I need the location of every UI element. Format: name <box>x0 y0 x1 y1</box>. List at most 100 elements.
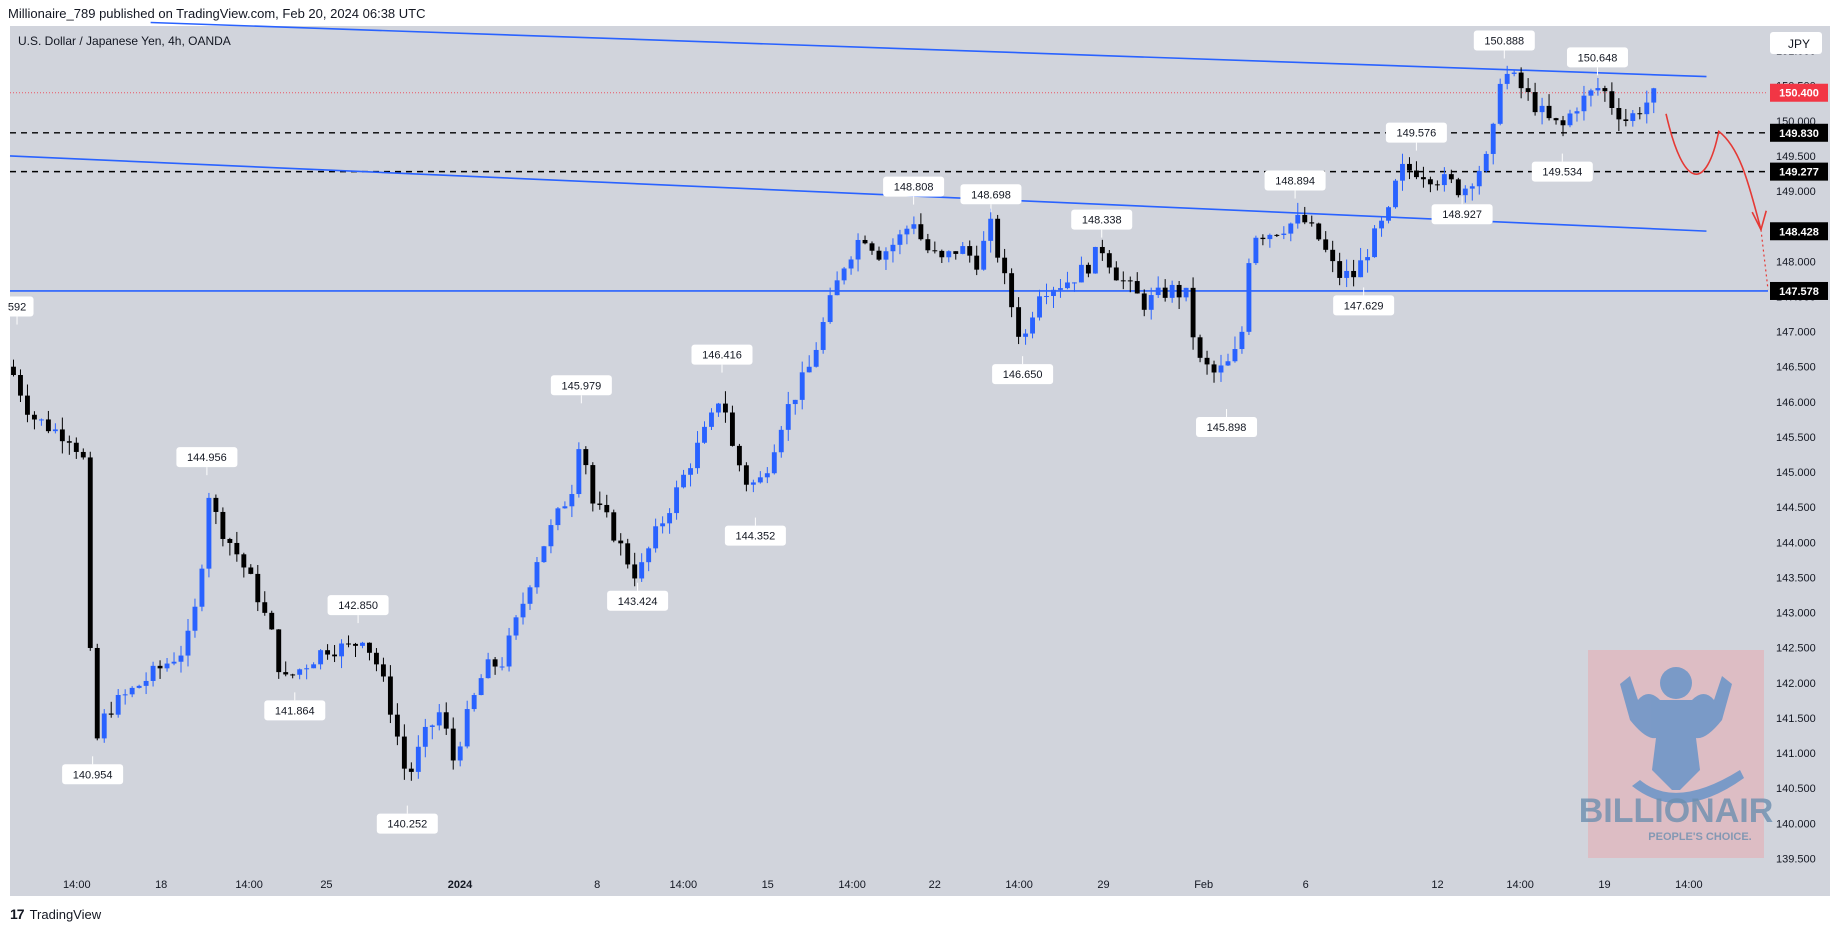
candle-body <box>1546 105 1552 119</box>
candle-body <box>1518 72 1524 89</box>
candle-body <box>667 513 673 524</box>
candle-body <box>1162 287 1168 298</box>
swing-label-box <box>960 184 1022 205</box>
candle-body <box>890 244 896 252</box>
candle-body <box>367 642 372 653</box>
candle-body <box>157 665 163 669</box>
candle-body <box>1204 357 1210 365</box>
candle-body <box>269 612 275 630</box>
swing-label-box <box>1431 204 1493 225</box>
candle-body <box>1365 257 1371 261</box>
candle-body <box>1260 237 1266 240</box>
price-tick-label: 139.500 <box>1776 853 1816 865</box>
candle-body <box>304 668 310 670</box>
candle-body <box>820 322 826 350</box>
candle-body <box>590 465 596 504</box>
candle-body <box>1351 270 1357 278</box>
candle-body <box>716 403 721 413</box>
candle-body <box>1092 246 1098 274</box>
candle-body <box>457 746 463 761</box>
swing-label-box <box>1196 416 1258 437</box>
candle-body <box>1309 222 1315 224</box>
footer-brand: TradingView <box>29 906 102 922</box>
candle-body <box>967 246 973 256</box>
candle-body <box>429 725 435 727</box>
candle-body <box>1127 280 1133 282</box>
candle-body <box>604 504 610 513</box>
time-tick-label: 14:00 <box>1005 879 1033 891</box>
swing-label-box <box>176 447 238 468</box>
candle-body <box>988 218 994 241</box>
candle-body <box>1441 174 1447 186</box>
candlestick-series <box>11 65 1657 781</box>
candle-body <box>1071 282 1077 284</box>
candle-body <box>1183 287 1189 298</box>
candle-body <box>290 674 296 676</box>
projection-arrow <box>1665 113 1769 290</box>
candle-body <box>883 251 889 260</box>
candle-body <box>1511 72 1517 74</box>
candle-body <box>1407 163 1412 171</box>
candle-body <box>1141 293 1147 310</box>
candle-body <box>1637 113 1643 115</box>
candle-body <box>1413 170 1419 178</box>
candle-body <box>1476 171 1482 187</box>
swing-label-text: 147.629 <box>1344 300 1384 312</box>
currency-badge[interactable]: JPY <box>1770 32 1822 54</box>
candle-body <box>136 685 142 688</box>
candle-body <box>1553 118 1559 121</box>
candle-body <box>562 506 568 509</box>
candle-body <box>1044 295 1049 297</box>
price-tick-label: 142.000 <box>1776 678 1816 690</box>
candle-body <box>506 635 512 667</box>
tradingview-logo-icon: 17 <box>10 906 25 922</box>
candle-body <box>1016 307 1022 337</box>
candle-body <box>618 540 624 544</box>
candle-body <box>555 508 561 526</box>
swing-label-text: 148.808 <box>894 182 934 194</box>
candle-body <box>380 664 386 677</box>
candle-body <box>87 457 93 648</box>
candle-body <box>1246 263 1252 332</box>
candle-body <box>422 726 428 747</box>
candle-body <box>1434 184 1440 186</box>
candle-body <box>122 694 128 696</box>
swing-label-text: 140.252 <box>387 819 427 831</box>
candle-body <box>569 494 575 507</box>
level-price-badge <box>1770 222 1828 241</box>
candle-body <box>946 251 952 258</box>
publisher-name[interactable]: Millionaire_789 <box>8 6 96 21</box>
time-tick-label: 12 <box>1431 879 1443 891</box>
candle-body <box>541 546 547 563</box>
candle-body <box>1504 73 1510 84</box>
candle-body <box>143 680 149 686</box>
candle-body <box>1253 237 1259 264</box>
price-tick-label: 145.000 <box>1776 467 1816 479</box>
candle-body <box>1379 220 1384 229</box>
candle-body <box>1099 246 1105 254</box>
candle-body <box>1002 257 1008 274</box>
swing-label-text: 148.927 <box>1442 209 1482 221</box>
time-axis[interactable]: 14:00 18 14:00 25 2024 8 14:00 15 14:00 22 14:00 29… <box>63 879 1703 891</box>
swing-label-text: 146.650 <box>1003 369 1043 381</box>
time-tick-label: 14:00 <box>670 879 698 891</box>
tradingview-footer[interactable]: 17 TradingView <box>10 904 101 924</box>
swing-label-text: 140.954 <box>73 769 113 781</box>
candle-body <box>373 652 379 665</box>
candle-body <box>1037 296 1042 318</box>
candle-body <box>1420 177 1426 180</box>
candle-body <box>597 503 603 505</box>
swing-label-box <box>691 344 753 365</box>
candle-body <box>387 676 393 715</box>
swing-label-box <box>1264 170 1326 191</box>
candle-body <box>771 452 777 474</box>
candle-body <box>1588 90 1594 96</box>
candle-body <box>311 664 317 669</box>
candle-body <box>297 669 303 675</box>
price-axis[interactable]: 139.500 140.000 140.500 141.000 141.500 142.0… <box>1770 46 1828 866</box>
candle-body <box>981 240 987 270</box>
candle-body <box>66 441 72 443</box>
candle-body <box>1651 88 1657 103</box>
candle-body <box>1616 108 1622 120</box>
